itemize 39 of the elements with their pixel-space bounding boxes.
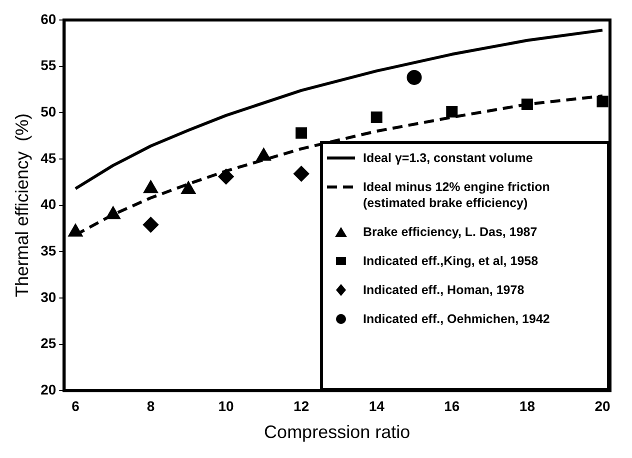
y-tick-label: 25 (40, 335, 56, 352)
legend-label: Indicated eff., Oehmichen, 1942 (363, 310, 550, 327)
point (406, 70, 422, 85)
point (144, 181, 158, 194)
point (218, 169, 234, 184)
y-tick-label: 40 (40, 196, 56, 212)
x-axis-title: Compression ratio (264, 422, 410, 442)
x-tick-label: 20 (594, 398, 610, 414)
x-tick-label: 8 (146, 398, 155, 414)
point (296, 127, 308, 139)
point (68, 224, 82, 237)
x-tick-label: 6 (72, 398, 80, 414)
legend-label: Indicated eff., Homan, 1978 (363, 282, 524, 298)
y-axis-title: Thermal efficiency (%) (12, 113, 32, 298)
y-tick-label: 35 (40, 242, 56, 258)
point (370, 112, 382, 124)
x-tick-label: 18 (519, 398, 536, 414)
point (596, 96, 608, 108)
legend-label: Ideal γ=1.3, constant volume (363, 150, 533, 166)
y-tick-label: 20 (40, 381, 56, 398)
x-tick-label: 12 (294, 398, 310, 414)
x-tick-label: 10 (218, 398, 234, 414)
y-tick-label: 50 (40, 104, 56, 120)
y-tick-label: 55 (40, 57, 56, 74)
point (294, 166, 309, 182)
x-tick-label: 14 (368, 398, 385, 414)
point (521, 98, 533, 110)
point (143, 217, 158, 232)
point (182, 182, 196, 194)
legend-label: Brake efficiency, L. Das, 1987 (363, 224, 538, 240)
legend-label: Indicated eff.,King, et al, 1958 (363, 252, 538, 269)
y-tick-label: 30 (40, 288, 56, 305)
y-tick-label: 45 (40, 150, 56, 166)
legend-label: Ideal minus 12% engine friction (estimated brake efficiency) (363, 178, 551, 211)
y-tick-label: 60 (40, 10, 56, 27)
x-tick-label: 16 (444, 398, 460, 414)
point (256, 148, 270, 161)
point (106, 207, 120, 220)
point (446, 106, 458, 118)
